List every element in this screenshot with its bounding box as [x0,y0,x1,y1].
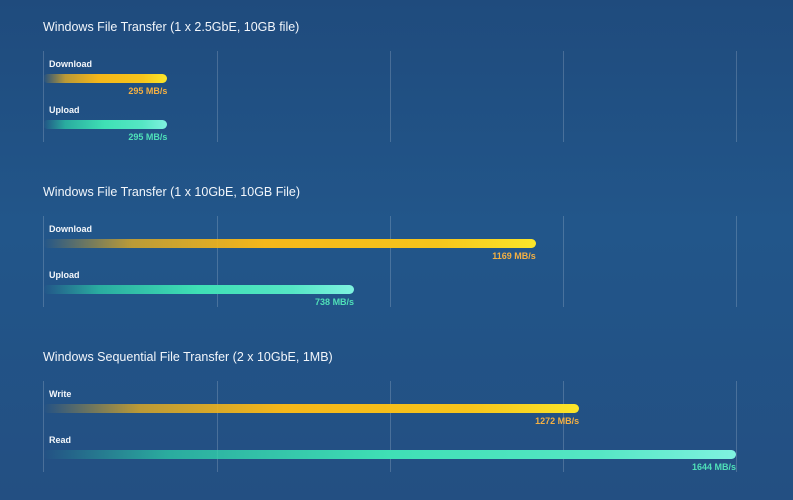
gridline [736,216,737,307]
bar-download [43,74,168,83]
bar-value-label: 295 MB/s [128,86,168,96]
gridline [43,51,44,142]
gridline [217,216,218,307]
bar-value-label: 1169 MB/s [492,251,536,261]
gridline [563,51,564,142]
gridline [43,216,44,307]
gridline [563,216,564,307]
bar-value-label: 1272 MB/s [535,416,580,426]
chart-title: Windows Sequential File Transfer (2 x 10… [43,350,333,364]
gridline [563,381,564,472]
gridline [43,381,44,472]
bar-label: Write [49,389,72,399]
bar-value-label: 295 MB/s [128,132,168,142]
chart-title: Windows File Transfer (1 x 10GbE, 10GB F… [43,185,301,199]
gridline [217,381,218,472]
bar-upload [43,285,355,294]
bar-label: Download [49,59,92,69]
bar-write [43,404,580,413]
bar-label: Upload [49,270,80,280]
bar-read [43,450,736,459]
gridline [736,51,737,142]
gridline [736,381,737,472]
gridline [390,216,391,307]
bar-label: Upload [49,105,80,115]
bar-download [43,239,536,248]
bar-label: Read [49,435,72,445]
gridline [390,51,391,142]
gridline [390,381,391,472]
bar-upload [43,120,168,129]
gridline [217,51,218,142]
chart-title: Windows File Transfer (1 x 2.5GbE, 10GB … [43,20,300,34]
bar-label: Download [49,224,92,234]
bar-value-label: 738 MB/s [315,297,355,307]
bar-value-label: 1644 MB/s [691,462,736,472]
